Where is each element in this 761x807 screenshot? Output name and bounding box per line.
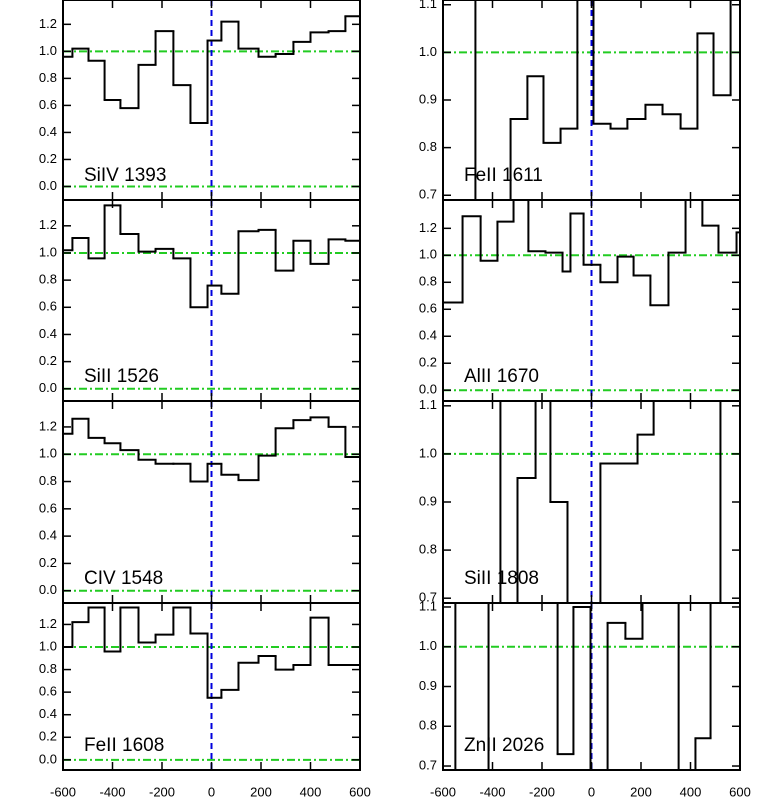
y-tick-label: 0.2 [419,355,437,370]
y-tick-label: 1.0 [39,244,57,259]
panel-label: CIV 1548 [84,568,163,589]
y-tick-label: 0.0 [39,582,57,597]
y-tick-label: 1.2 [39,616,57,631]
x-tick-label: -600 [430,784,456,799]
y-tick-label: 0.0 [419,382,437,397]
y-tick-label: 0.2 [39,151,57,166]
x-tick-label: -400 [99,784,125,799]
y-tick-label: 0.8 [39,661,57,676]
y-tick-label: 0.9 [419,91,437,106]
x-tick-label: 400 [300,784,322,799]
panel [63,200,360,401]
panel [443,200,740,401]
y-tick-label: 0.4 [419,328,437,343]
y-tick-label: 0.4 [39,326,57,341]
x-tick-label: -200 [149,784,175,799]
y-tick-label: 1.0 [419,638,437,653]
y-tick-label: 0.7 [419,757,437,772]
panel [443,0,740,200]
y-tick-label: 1.2 [39,217,57,232]
y-tick-label: 1.0 [39,43,57,58]
y-tick-label: 0.8 [419,718,437,733]
y-tick-label: 0.2 [39,555,57,570]
panel-label: FeII 1611 [464,165,543,186]
y-tick-label: 0.8 [39,272,57,287]
y-tick-label: 1.0 [39,446,57,461]
y-tick-label: 0.8 [419,542,437,557]
x-tick-label: 400 [680,784,702,799]
panel-label: SiII 1526 [84,366,159,387]
y-tick-label: 0.0 [39,751,57,766]
y-tick-label: 0.6 [39,97,57,112]
y-tick-label: 0.6 [39,299,57,314]
y-tick-label: 0.2 [39,729,57,744]
panel [63,401,360,603]
y-tick-label: 1.0 [419,44,437,59]
y-tick-label: 0.0 [39,178,57,193]
panel [443,603,740,770]
y-tick-label: 0.6 [39,684,57,699]
x-tick-label: 200 [630,784,652,799]
y-tick-label: 1.1 [419,598,437,613]
y-tick-label: 1.0 [39,638,57,653]
x-tick-label: -400 [479,784,505,799]
panel [63,603,360,770]
panel-label: SiII 1808 [464,568,539,589]
panel-label: AlII 1670 [464,366,539,387]
y-tick-label: 1.2 [419,220,437,235]
x-tick-label: 0 [208,784,215,799]
y-tick-label: 0.0 [39,380,57,395]
x-tick-label: 200 [250,784,272,799]
y-tick-label: 0.9 [419,678,437,693]
x-tick-label: -600 [50,784,76,799]
y-tick-label: 0.4 [39,706,57,721]
y-tick-label: 1.1 [419,397,437,412]
y-tick-label: 0.7 [419,590,437,605]
panel-label: FeII 1608 [84,735,164,756]
panel-label: ZnII 2026 [464,735,544,756]
y-tick-label: 1.0 [419,247,437,262]
x-tick-label: 600 [729,784,751,799]
y-tick-label: 0.8 [419,274,437,289]
y-tick-label: 0.2 [39,353,57,368]
y-tick-label: 1.2 [39,418,57,433]
y-tick-label: 0.9 [419,493,437,508]
y-tick-label: 0.4 [39,528,57,543]
x-tick-label: 0 [588,784,595,799]
y-tick-label: 0.8 [419,139,437,154]
y-tick-label: 0.8 [39,473,57,488]
y-tick-label: 0.4 [39,124,57,139]
y-tick-label: 0.6 [39,500,57,515]
y-tick-label: 1.2 [39,16,57,31]
y-tick-label: 0.8 [39,70,57,85]
x-tick-label: -200 [529,784,555,799]
panel [63,0,360,200]
x-tick-label: 600 [349,784,371,799]
y-tick-label: 1.1 [419,0,437,11]
panel [443,401,740,603]
y-tick-label: 0.7 [419,187,437,202]
y-tick-label: 1.0 [419,445,437,460]
panel-label: SiIV 1393 [84,165,166,186]
y-tick-label: 0.6 [419,301,437,316]
